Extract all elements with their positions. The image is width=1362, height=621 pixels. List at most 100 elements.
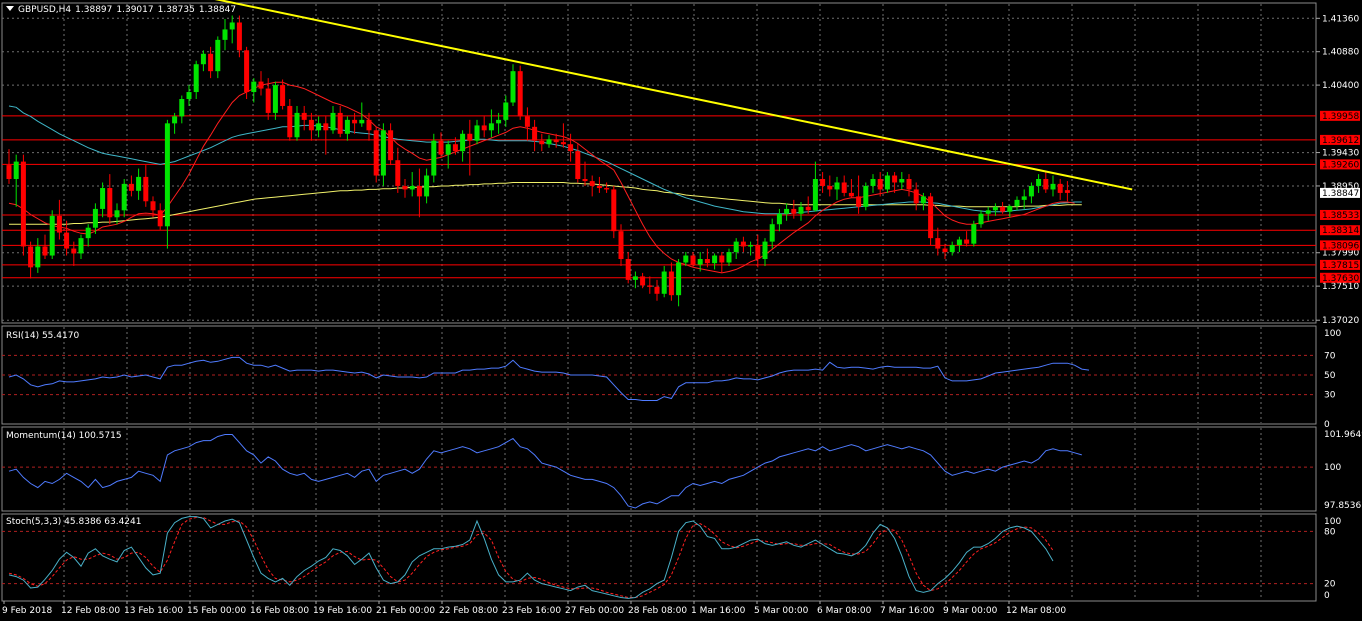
momentum-axis-label: 100 <box>1324 463 1341 473</box>
bear-candle-body <box>611 189 617 232</box>
bear-candle-body <box>856 196 862 207</box>
bear-candle-body <box>560 142 566 145</box>
open-price: 1.38897 <box>75 5 113 15</box>
bull-candle-body <box>870 179 876 186</box>
bear-candle-body <box>568 144 574 152</box>
bear-candle-body <box>208 53 214 72</box>
current-price-tag <box>1320 187 1360 198</box>
bull-candle-body <box>863 185 869 207</box>
rsi-axis-label: 0 <box>1324 420 1330 430</box>
bear-candle-body <box>625 259 631 280</box>
bear-candle-body <box>589 181 595 186</box>
bull-candle-body <box>35 246 41 268</box>
sr-level-label: 1.37630 <box>1322 274 1359 284</box>
bear-candle-body <box>28 246 34 268</box>
bear-candle-body <box>596 185 602 189</box>
bull-candle-body <box>812 179 818 211</box>
bull-candle-body <box>409 185 415 190</box>
sto-pane-border <box>1 513 1317 602</box>
bull-candle-body <box>510 71 516 103</box>
bull-candle-body <box>676 262 682 296</box>
time-tick-label: 9 Mar 00:00 <box>943 606 998 616</box>
bear-candle-body <box>877 179 883 190</box>
bull-candle-body <box>1050 183 1056 190</box>
rsi-axis-label: 70 <box>1324 351 1336 361</box>
momentum-axis-label: 97.8536 <box>1324 501 1361 511</box>
bull-candle-body <box>215 39 221 72</box>
bear-candle-body <box>1043 179 1049 190</box>
price-tick-label: 1.38950 <box>1322 182 1359 192</box>
bear-candle-body <box>827 185 833 190</box>
bear-candle-body <box>928 196 934 239</box>
bull-candle-body <box>272 85 278 113</box>
bull-candle-body <box>13 161 19 179</box>
rsi-axis-label: 30 <box>1324 391 1336 401</box>
bear-candle-body <box>308 119 314 131</box>
bull-candle-body <box>85 227 91 239</box>
bear-candle-body <box>452 144 458 152</box>
price-tick-label: 1.37020 <box>1322 316 1359 326</box>
bear-candle-body <box>539 140 545 145</box>
bear-candle-body <box>388 130 394 161</box>
time-tick-label: 12 Mar 08:00 <box>1006 606 1066 616</box>
rsi-line <box>8 356 1090 401</box>
bull-candle-body <box>661 271 667 294</box>
sr-level-label: 1.39958 <box>1322 112 1359 122</box>
bear-candle-body <box>704 259 710 264</box>
bull-candle-body <box>546 139 552 145</box>
bull-candle-body <box>884 175 890 190</box>
bear-candle-body <box>524 116 530 127</box>
bull-candle-body <box>726 252 732 263</box>
current-price-label: 1.38847 <box>1322 189 1359 199</box>
bear-candle-body <box>42 246 48 256</box>
bull-candle-body <box>424 175 430 197</box>
time-tick-label: 6 Mar 08:00 <box>817 606 872 616</box>
bull-candle-body <box>1007 206 1013 212</box>
sr-level-tag <box>1320 259 1360 270</box>
close-price: 1.38847 <box>198 5 237 15</box>
sr-level-tag <box>1320 225 1360 236</box>
sr-level-label: 1.39260 <box>1322 160 1359 170</box>
price-tick-label: 1.40880 <box>1322 48 1359 58</box>
bear-candle-body <box>553 139 559 143</box>
bear-candle-body <box>236 22 242 51</box>
bear-candle-body <box>690 255 696 265</box>
sr-level-tag <box>1320 240 1360 251</box>
bear-candle-body <box>244 50 250 93</box>
high-price: 1.39017 <box>116 5 154 15</box>
bear-candle-body <box>352 119 358 124</box>
bear-candle-body <box>964 239 970 244</box>
bear-candle-body <box>467 133 473 141</box>
bear-candle-body <box>481 125 487 131</box>
bull-candle-body <box>316 123 322 131</box>
bear-candle-body <box>366 119 372 131</box>
stoch-main-line <box>8 516 1054 599</box>
bear-candle-body <box>640 276 646 286</box>
ma-cyan-line <box>8 105 1082 215</box>
bear-candle-body <box>1057 183 1063 193</box>
bear-candle-body <box>892 175 898 183</box>
rsi-title: RSI(14) 55.4170 <box>6 331 80 341</box>
time-tick-label: 19 Feb 16:00 <box>313 606 372 616</box>
bear-candle-body <box>438 140 444 155</box>
bull-candle-body <box>251 81 257 93</box>
bull-candle-body <box>920 196 926 204</box>
bull-candle-body <box>92 208 98 228</box>
sr-level-tag <box>1320 134 1360 145</box>
time-tick-label: 13 Feb 16:00 <box>124 606 183 616</box>
bull-candle-body <box>431 140 437 176</box>
stoch-axis-label: 80 <box>1324 527 1336 537</box>
bear-candle-body <box>517 71 523 117</box>
bear-candle-body <box>935 238 941 249</box>
bear-candle-body <box>618 231 624 259</box>
bull-candle-body <box>503 102 509 120</box>
bull-candle-body <box>460 133 466 152</box>
collapse-triangle-icon[interactable] <box>6 6 14 11</box>
bear-candle-body <box>719 255 725 263</box>
main-pane-border <box>1 2 1317 324</box>
momentum-title: Momentum(14) 100.5715 <box>6 431 122 441</box>
time-tick-label: 28 Feb 08:00 <box>628 606 687 616</box>
bear-candle-body <box>1000 206 1006 212</box>
time-tick-label: 27 Feb 00:00 <box>565 606 624 616</box>
